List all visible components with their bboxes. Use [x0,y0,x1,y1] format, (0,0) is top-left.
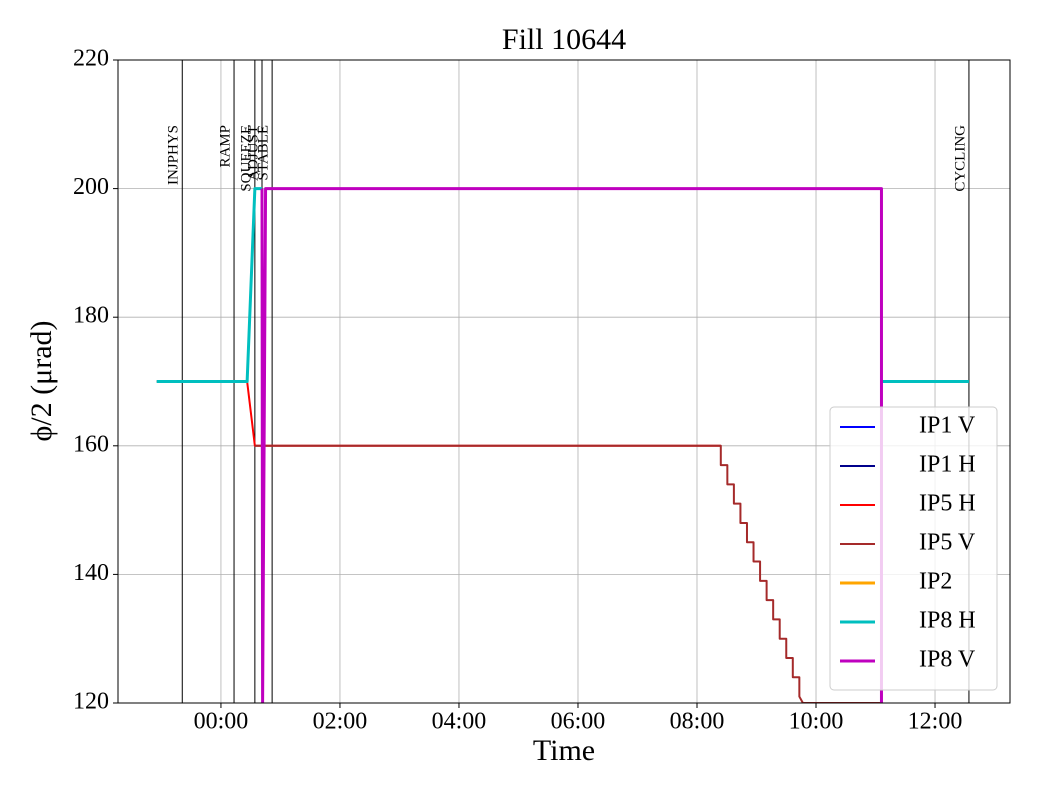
x-axis-label: Time [533,734,595,767]
legend-label: IP1 V [919,413,976,439]
legend-label: IP8 H [919,608,976,634]
event-label: SQUEEZE [238,125,254,192]
x-tick-label: 04:00 [432,709,487,735]
y-tick-label: 160 [73,431,109,457]
series-line [156,187,969,383]
legend-label: IP5 H [919,491,976,517]
legend-label: IP2 [919,569,952,595]
series-line [260,187,883,703]
legend-box [829,406,998,691]
x-tick-label: 12:00 [908,709,963,735]
x-tick-label: 02:00 [313,709,368,735]
y-tick-label: 140 [73,560,109,586]
series-line [254,444,882,703]
x-tick-label: 00:00 [194,709,249,735]
event-label: INJPHYS [166,125,182,185]
y-tick-label: 200 [73,174,109,200]
plot-frame [117,59,1011,704]
series-line [156,380,721,447]
event-label: CYCLING [952,125,968,192]
legend-label: IP5 V [919,530,976,556]
x-tick-label: 10:00 [789,709,844,735]
event-label: STABLE [256,125,272,180]
event-label: RAMP [217,125,233,168]
y-tick-label: 180 [73,303,109,329]
y-tick-label: 120 [73,689,109,715]
lines [156,187,969,703]
legend: IP1 V IP1 H IP5 H IP5 V IP2 IP8 H IP8 V [829,406,998,691]
legend-label: IP8 V [919,647,976,673]
x-tick-label: 08:00 [670,709,725,735]
legend-label: IP1 H [919,452,976,478]
x-tick-label: 06:00 [551,709,606,735]
chart-title: Fill 10644 [502,23,626,56]
y-axis-label: ϕ/2 (μrad) [25,321,58,442]
event-label: ADJUST [245,125,261,181]
y-tick-label: 220 [73,46,109,72]
